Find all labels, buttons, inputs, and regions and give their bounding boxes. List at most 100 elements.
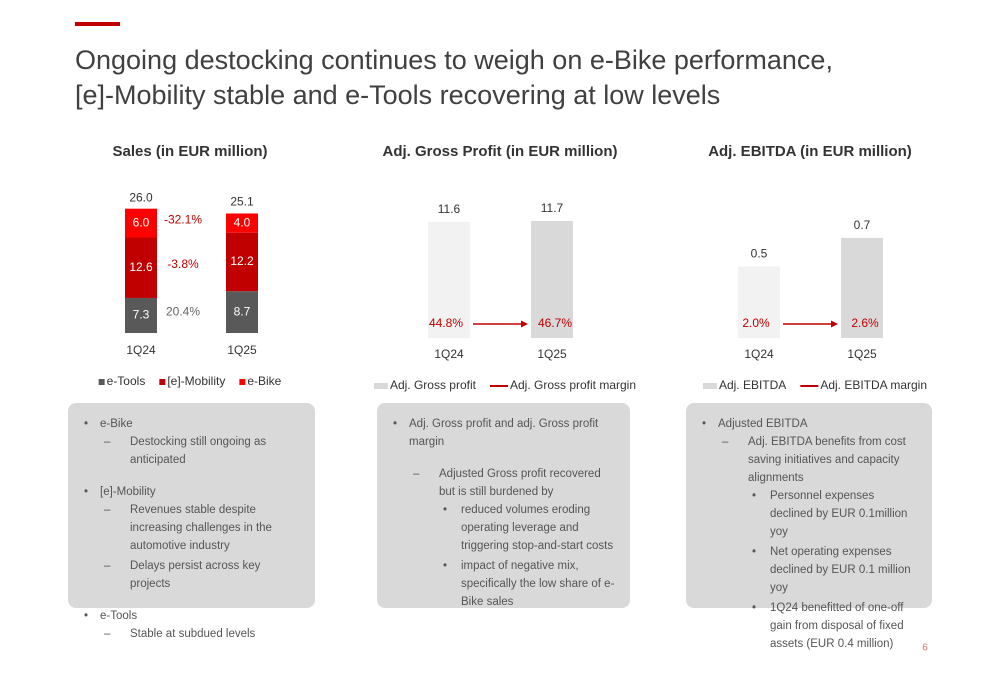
bar-segment <box>226 232 258 292</box>
bullet-list: Adjusted Gross profit recovered but is s… <box>409 465 618 611</box>
x-tick-label: 1Q24 <box>434 347 464 361</box>
bullet-text: Stable at subdued levels <box>130 628 256 640</box>
segment-label: 12.6 <box>129 260 153 274</box>
bullet-item: 1Q24 benefitted of one-off gain from dis… <box>748 599 920 653</box>
legend-swatch <box>702 383 717 389</box>
slide-title-line: [e]-Mobility stable and e-Tools recoveri… <box>75 80 720 110</box>
bullet-text: impact of negative mix, specifically the… <box>461 560 615 608</box>
legend-swatch <box>239 379 246 385</box>
segment-label: 8.7 <box>234 304 251 318</box>
value-label: 11.7 <box>541 201 564 215</box>
bullet-text: Destocking still ongoing as anticipated <box>130 436 267 466</box>
margin-label: 2.6% <box>851 316 879 330</box>
bullet-text: [e]-Mobility <box>100 486 156 498</box>
bullet-list: Revenues stable despite increasing chall… <box>100 501 303 593</box>
bullet-item: impact of negative mix, specifically the… <box>439 557 618 611</box>
value-label: 0.7 <box>854 218 871 232</box>
bullet-text: Adjusted EBITDA <box>718 418 808 430</box>
bullet-item: Revenues stable despite increasing chall… <box>100 501 303 555</box>
legend-label: Adj. Gross profit <box>390 378 477 392</box>
legend-label: Adj. EBITDA margin <box>820 378 927 392</box>
bullet-item: Adjusted Gross profit recovered but is s… <box>409 465 618 611</box>
legend-label: Adj. Gross profit margin <box>510 378 636 392</box>
bullet-item: Net operating expenses declined by EUR 0… <box>748 543 920 597</box>
slide-title-line: Ongoing destocking continues to weigh on… <box>75 45 833 75</box>
chart-title: Adj. Gross Profit (in EUR million) <box>382 143 617 160</box>
bullet-item: Personnel expenses declined by EUR 0.1mi… <box>748 487 920 541</box>
bullet-list: Adj. Gross profit and adj. Gross profit … <box>389 415 618 611</box>
legend-swatch <box>98 379 105 385</box>
bar-segment <box>125 297 157 333</box>
bullet-item: Stable at subdued levels <box>100 625 303 643</box>
bullet-text: 1Q24 benefitted of one-off gain from dis… <box>770 602 904 650</box>
text-box: Adj. Gross profit and adj. Gross profit … <box>377 403 630 608</box>
segment-label: 4.0 <box>234 215 251 229</box>
x-tick-label: 1Q24 <box>744 347 774 361</box>
value-label: 11.6 <box>438 202 461 216</box>
segment-label: 12.2 <box>230 254 254 268</box>
change-label: 20.4% <box>166 305 200 319</box>
bar <box>428 222 470 338</box>
margin-label: 2.0% <box>742 316 770 330</box>
bullet-item: Destocking still ongoing as anticipated <box>100 433 303 469</box>
bar-segment <box>226 213 258 233</box>
bar-segment <box>226 291 258 333</box>
bullet-text: Revenues stable despite increasing chall… <box>130 504 272 552</box>
legend-label: e-Bike <box>247 374 281 388</box>
bar-segment <box>125 208 157 238</box>
change-label: -32.1% <box>164 212 202 226</box>
legend-label: Adj. EBITDA <box>719 378 786 392</box>
bullet-item: Adj. EBITDA benefits from cost saving in… <box>718 433 920 653</box>
chart-title: Sales (in EUR million) <box>112 143 267 160</box>
bullet-list: Stable at subdued levels <box>100 625 303 643</box>
bullet-item: Adj. Gross profit and adj. Gross profit … <box>389 415 618 611</box>
bullet-list: Personnel expenses declined by EUR 0.1mi… <box>748 487 920 653</box>
arrow-head <box>521 320 528 328</box>
page-number: 6 <box>922 643 928 654</box>
accent-bar <box>75 22 120 26</box>
bullet-list: Adj. EBITDA benefits from cost saving in… <box>718 433 920 653</box>
bullet-text: reduced volumes eroding operating levera… <box>461 504 614 552</box>
chart-title: Adj. EBITDA (in EUR million) <box>708 143 912 160</box>
bullet-item: Delays persist across key projects <box>100 557 303 593</box>
bullet-item: e-Tools Stable at subdued levels <box>80 607 303 643</box>
bullet-item: [e]-Mobility Revenues stable despite incr… <box>80 483 303 593</box>
bar <box>738 266 780 338</box>
bullet-item: reduced volumes eroding operating levera… <box>439 501 618 555</box>
bullet-list: Adjusted EBITDA Adj. EBITDA benefits from… <box>698 415 920 653</box>
bullet-item: e-Bike Destocking still ongoing as antici… <box>80 415 303 469</box>
bullet-text: e-Bike <box>100 418 133 430</box>
bullet-list: reduced volumes eroding operating levera… <box>439 501 618 611</box>
change-label: -3.8% <box>167 257 199 271</box>
arrow-head <box>831 320 838 328</box>
bar <box>531 221 573 338</box>
bar-segment <box>125 237 157 298</box>
legend-swatch <box>373 383 388 389</box>
bullet-text: Adjusted Gross profit recovered but is s… <box>439 468 601 498</box>
margin-label: 46.7% <box>538 316 572 330</box>
x-tick-label: 1Q25 <box>847 347 877 361</box>
bullet-list: Destocking still ongoing as anticipated <box>100 433 303 469</box>
bullet-item: Adjusted EBITDA Adj. EBITDA benefits from… <box>698 415 920 653</box>
bullet-list: e-Bike Destocking still ongoing as antici… <box>80 415 303 643</box>
bullet-text: Delays persist across key projects <box>130 560 261 590</box>
bullet-text: Adj. Gross profit and adj. Gross profit … <box>409 418 599 448</box>
segment-label: 7.3 <box>133 308 150 322</box>
x-tick-label: 1Q25 <box>537 347 567 361</box>
legend-label: [e]-Mobility <box>167 374 225 388</box>
value-label: 0.5 <box>751 247 768 261</box>
text-box: e-Bike Destocking still ongoing as antici… <box>68 403 315 643</box>
bullet-text: Personnel expenses declined by EUR 0.1mi… <box>770 490 908 538</box>
x-tick-label: 1Q24 <box>126 343 156 357</box>
bullet-text: Adj. EBITDA benefits from cost saving in… <box>748 436 906 484</box>
legend-label: e-Tools <box>107 374 146 388</box>
text-box: Adjusted EBITDA Adj. EBITDA benefits from… <box>686 403 932 650</box>
bullet-text: Net operating expenses declined by EUR 0… <box>770 546 911 594</box>
margin-label: 44.8% <box>429 316 463 330</box>
x-tick-label: 1Q25 <box>227 343 257 357</box>
bar <box>841 237 883 338</box>
bullet-text: e-Tools <box>100 610 138 622</box>
legend-swatch <box>159 379 166 385</box>
